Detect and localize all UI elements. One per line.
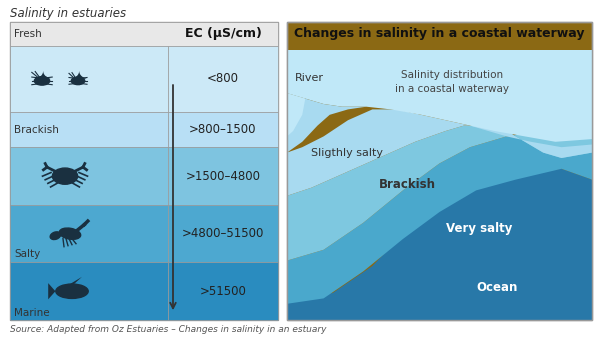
Bar (168, 46, 278, 112)
Bar (10, 22, 278, 46)
Text: Brackish: Brackish (379, 178, 436, 191)
Bar (10, 262, 168, 320)
Text: Very salty: Very salty (446, 222, 512, 235)
Text: >800–1500: >800–1500 (189, 123, 257, 136)
Text: >1500–4800: >1500–4800 (185, 170, 260, 183)
Ellipse shape (56, 284, 88, 299)
Bar (168, 262, 278, 320)
Polygon shape (287, 93, 305, 136)
Text: <800: <800 (207, 72, 239, 85)
Bar (287, 22, 592, 320)
Text: ✦: ✦ (70, 69, 86, 88)
Bar (287, 22, 592, 320)
Polygon shape (70, 277, 82, 284)
Text: >4800–51500: >4800–51500 (182, 227, 264, 240)
Ellipse shape (52, 168, 77, 184)
Text: Sligthly salty: Sligthly salty (311, 148, 383, 158)
Ellipse shape (50, 232, 61, 240)
FancyBboxPatch shape (10, 22, 278, 320)
Text: Fresh: Fresh (14, 29, 42, 39)
Text: Ocean: Ocean (476, 281, 517, 294)
Text: EC (µS/cm): EC (µS/cm) (185, 28, 262, 40)
Polygon shape (287, 50, 592, 142)
Polygon shape (287, 93, 366, 153)
Bar (168, 205, 278, 262)
Polygon shape (48, 283, 55, 299)
Text: Salinity distribution
in a coastal waterway: Salinity distribution in a coastal water… (395, 70, 509, 94)
Bar (168, 112, 278, 147)
Bar (168, 147, 278, 205)
Polygon shape (287, 125, 592, 260)
Text: River: River (295, 73, 324, 83)
Text: Salty: Salty (14, 249, 40, 259)
Ellipse shape (34, 76, 50, 85)
Ellipse shape (71, 77, 85, 85)
Text: ✦: ✦ (34, 69, 50, 88)
Text: Brackish: Brackish (14, 124, 59, 135)
Bar (10, 112, 168, 147)
Ellipse shape (59, 228, 80, 239)
Polygon shape (287, 131, 592, 304)
Polygon shape (287, 109, 592, 196)
Polygon shape (287, 169, 592, 320)
Text: Salinity in estuaries: Salinity in estuaries (10, 7, 126, 20)
Bar (10, 205, 168, 262)
Text: Changes in salinity in a coastal waterway: Changes in salinity in a coastal waterwa… (294, 27, 585, 40)
Bar (10, 147, 168, 205)
Text: >51500: >51500 (200, 285, 247, 298)
Text: Marine: Marine (14, 308, 50, 318)
Text: Source: Adapted from Oz Estuaries – Changes in salinity in an estuary: Source: Adapted from Oz Estuaries – Chan… (10, 325, 326, 334)
Bar (10, 46, 168, 112)
